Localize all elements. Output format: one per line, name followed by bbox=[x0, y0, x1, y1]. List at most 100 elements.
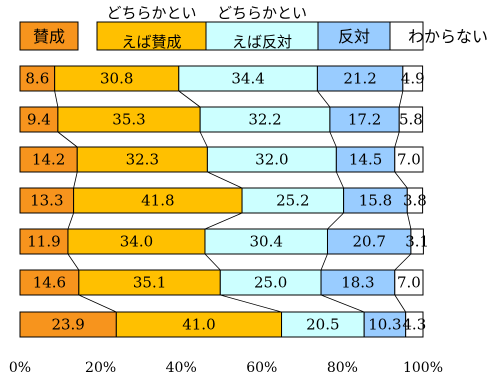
connector-line bbox=[394, 131, 400, 148]
legend-swatch bbox=[96, 21, 207, 51]
data-label: 3.8 bbox=[403, 192, 427, 210]
bar-segment bbox=[398, 106, 424, 133]
connector-line bbox=[406, 212, 412, 230]
bar-segment bbox=[76, 146, 208, 173]
bar-segment bbox=[329, 106, 400, 133]
bar-segment bbox=[19, 65, 56, 92]
connector-line bbox=[54, 90, 59, 108]
bar-segment bbox=[410, 228, 424, 255]
bar-segment bbox=[343, 187, 408, 214]
connector-line bbox=[394, 171, 408, 189]
connector-line bbox=[394, 294, 407, 313]
bar-segment bbox=[19, 269, 80, 296]
data-label: 35.3 bbox=[112, 111, 145, 129]
connector-line bbox=[178, 90, 201, 108]
connector-line bbox=[73, 171, 78, 189]
legend-label: わからない bbox=[408, 27, 488, 46]
data-label: 30.8 bbox=[100, 70, 133, 88]
bar-segment bbox=[54, 65, 180, 92]
bar-segment bbox=[394, 269, 424, 296]
data-label: 5.8 bbox=[399, 111, 423, 129]
connector-line bbox=[394, 253, 412, 271]
data-label: 30.4 bbox=[250, 233, 283, 251]
bar-segment bbox=[281, 311, 365, 338]
connector-line bbox=[67, 253, 80, 271]
data-label: 32.2 bbox=[248, 111, 281, 129]
data-label: 25.0 bbox=[254, 274, 287, 292]
bar-segment bbox=[67, 228, 206, 255]
legend-label: どちらかとい bbox=[106, 4, 196, 22]
x-tick-label: 0% bbox=[9, 360, 31, 376]
bar-segment bbox=[406, 187, 424, 214]
x-tick-label: 40% bbox=[166, 360, 197, 376]
bar-segment bbox=[335, 146, 396, 173]
data-label: 34.0 bbox=[120, 233, 153, 251]
data-label: 23.9 bbox=[51, 316, 84, 334]
legend-label: 反対 bbox=[338, 27, 370, 46]
data-label: 20.5 bbox=[306, 316, 339, 334]
data-label: 4.9 bbox=[401, 70, 425, 88]
legend-label: えば賛成 bbox=[121, 33, 181, 51]
connector-line bbox=[199, 131, 208, 148]
data-label: 41.0 bbox=[182, 316, 215, 334]
connector-line bbox=[327, 212, 344, 230]
connector-line bbox=[398, 90, 404, 108]
bar-segment bbox=[206, 146, 337, 173]
data-label: 14.6 bbox=[33, 274, 66, 292]
data-label: 13.3 bbox=[30, 192, 63, 210]
bar-segment bbox=[19, 228, 69, 255]
bar-segment bbox=[405, 311, 424, 338]
bar-segment bbox=[57, 106, 201, 133]
connector-line bbox=[317, 90, 331, 108]
connector-line bbox=[204, 212, 243, 230]
connector-line bbox=[78, 294, 117, 313]
data-label: 15.8 bbox=[359, 192, 392, 210]
bar-segment bbox=[19, 187, 75, 214]
bar-segment bbox=[178, 65, 318, 92]
bar-segment bbox=[326, 228, 412, 255]
data-label: 21.2 bbox=[343, 70, 376, 88]
bar-segment bbox=[394, 146, 424, 173]
data-label: 4.3 bbox=[402, 316, 426, 334]
legend-swatch bbox=[19, 21, 79, 51]
legend-swatch bbox=[389, 21, 424, 51]
x-tick-label: 80% bbox=[327, 360, 358, 376]
data-label: 32.3 bbox=[126, 151, 159, 169]
connector-line bbox=[220, 294, 282, 313]
legend-label: 賛成 bbox=[33, 27, 65, 46]
data-label: 14.5 bbox=[349, 151, 382, 169]
data-label: 7.0 bbox=[397, 151, 421, 169]
bar-segment bbox=[19, 146, 78, 173]
data-label: 14.2 bbox=[32, 151, 65, 169]
data-label: 17.2 bbox=[348, 111, 381, 129]
connector-line bbox=[320, 253, 328, 271]
connector-line bbox=[329, 131, 337, 148]
data-label: 32.0 bbox=[255, 151, 288, 169]
bar-segment bbox=[219, 269, 322, 296]
legend-label: えば反対 bbox=[232, 33, 292, 51]
data-label: 7.0 bbox=[397, 274, 421, 292]
data-label: 41.8 bbox=[141, 192, 174, 210]
connector-line bbox=[57, 131, 78, 148]
data-label: 8.6 bbox=[25, 70, 49, 88]
data-label: 3.1 bbox=[405, 233, 429, 251]
bar-segment bbox=[19, 106, 59, 133]
x-tick-label: 60% bbox=[246, 360, 277, 376]
connector-line bbox=[335, 171, 344, 189]
connector-line bbox=[207, 171, 243, 189]
data-label: 18.3 bbox=[341, 274, 374, 292]
data-label: 25.2 bbox=[276, 192, 309, 210]
bar-segment bbox=[363, 311, 407, 338]
connector-line bbox=[204, 253, 221, 271]
data-label: 20.7 bbox=[352, 233, 385, 251]
data-label: 35.1 bbox=[133, 274, 166, 292]
bar-segment bbox=[19, 311, 117, 338]
legend-swatch bbox=[205, 21, 319, 51]
connector-line bbox=[320, 294, 365, 313]
bar-segment bbox=[402, 65, 424, 92]
x-tick-label: 20% bbox=[85, 360, 116, 376]
x-tick-label: 100% bbox=[403, 360, 443, 376]
data-label: 34.4 bbox=[231, 70, 264, 88]
data-label: 9.4 bbox=[27, 111, 51, 129]
